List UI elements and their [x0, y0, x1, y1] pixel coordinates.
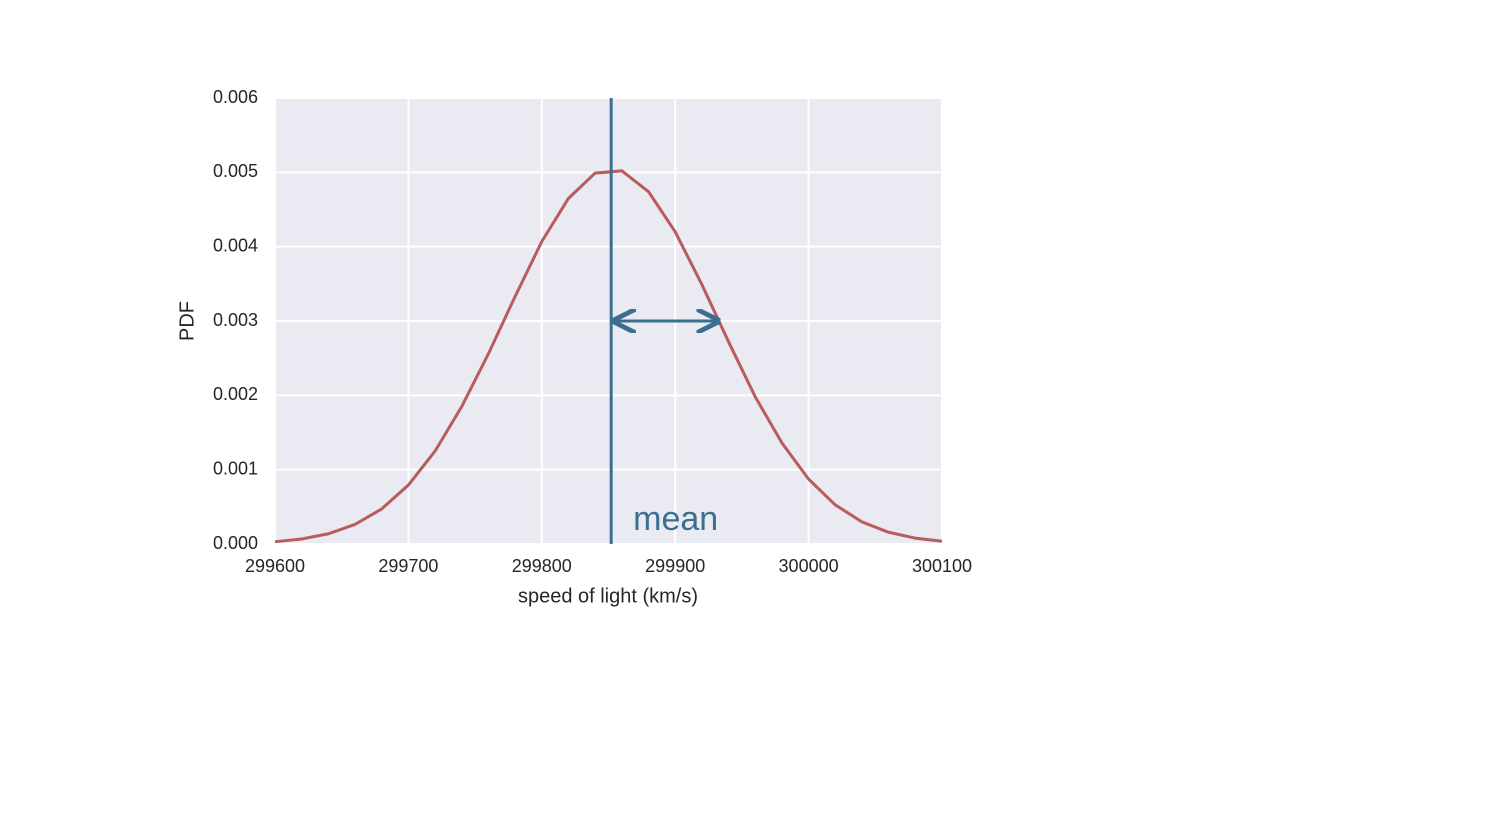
- y-tick-label: 0.006: [213, 87, 258, 107]
- y-tick-label: 0.003: [213, 310, 258, 330]
- x-tick-label: 299900: [645, 556, 705, 576]
- mean-annotation: mean: [633, 500, 718, 538]
- y-tick-label: 0.005: [213, 161, 258, 181]
- y-tick-label: 0.001: [213, 458, 258, 478]
- y-axis-label: PDF: [176, 301, 198, 341]
- x-tick-label: 300100: [912, 556, 972, 576]
- x-tick-label: 299700: [378, 556, 438, 576]
- x-tick-label: 299800: [512, 556, 572, 576]
- y-tick-label: 0.002: [213, 384, 258, 404]
- x-tick-label: 299600: [245, 556, 305, 576]
- x-axis-label: speed of light (km/s): [518, 585, 698, 607]
- pdf-curve: [274, 169, 943, 544]
- y-tick-label: 0.000: [213, 533, 258, 553]
- y-tick-label: 0.004: [213, 235, 258, 255]
- x-tick-label: 300000: [779, 556, 839, 576]
